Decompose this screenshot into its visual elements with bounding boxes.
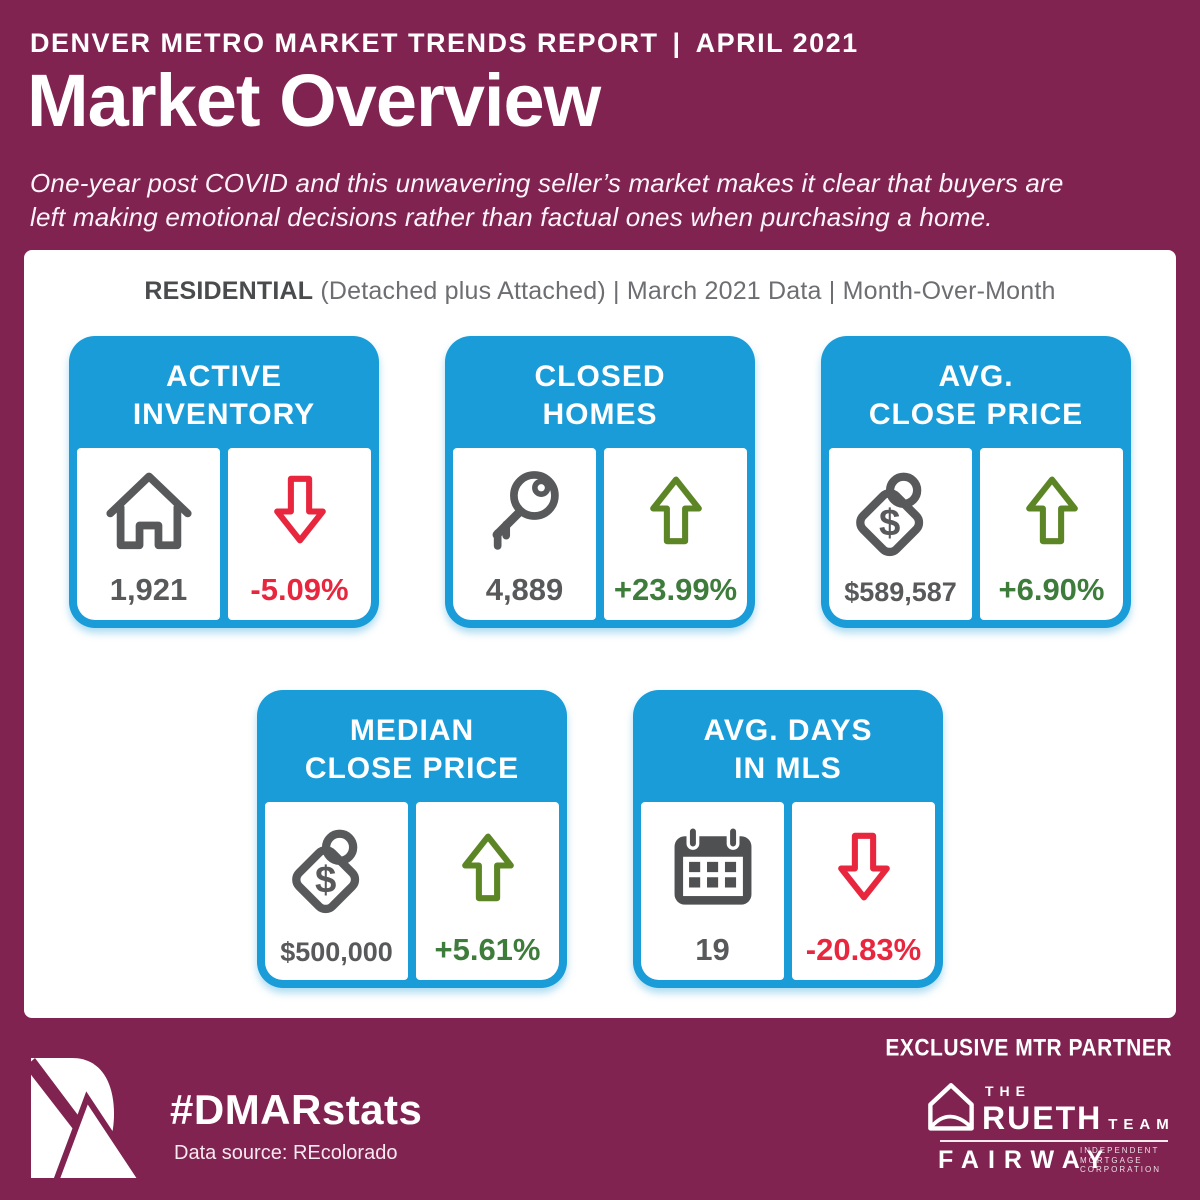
rueth-divider (940, 1140, 1168, 1142)
stat-card-closed-homes: CLOSED HOMES 4,889 +23.99% (445, 336, 755, 628)
stat-value-cell: 1,921 (77, 448, 220, 620)
report-header: DENVER METRO MARKET TRENDS REPORT | APRI… (30, 28, 859, 59)
report-issue: APRIL 2021 (695, 28, 859, 58)
stat-card-median-close-price: MEDIAN CLOSE PRICE $ $500,000 +5.61% (257, 690, 567, 988)
fairway-corporation-text: INDEPENDENT MORTGAGE CORPORATION (1080, 1146, 1161, 1174)
data-scope-line: RESIDENTIAL (Detached plus Attached) | M… (24, 277, 1176, 306)
header-divider: | (672, 28, 682, 58)
stat-value: 4,889 (485, 572, 564, 607)
stat-value: $500,000 (280, 937, 393, 967)
rueth-team-logo: THE RUETH TEAM (982, 1083, 1175, 1137)
card-title: CLOSED HOMES (534, 360, 666, 431)
page-subtitle: One-year post COVID and this unwavering … (30, 168, 1064, 232)
rueth-name: RUETH (982, 1100, 1103, 1136)
arrow-up-icon (1014, 448, 1090, 572)
fairway-logo: FAIRWAY (938, 1146, 1113, 1174)
card-title: ACTIVE INVENTORY (132, 360, 316, 431)
partner-label: EXCLUSIVE MTR PARTNER (885, 1035, 1172, 1062)
stat-change-cell: +5.61% (416, 802, 559, 980)
stat-value-cell: 4,889 (453, 448, 596, 620)
hashtag: #DMARstats (170, 1086, 423, 1133)
stat-value: $589,587 (844, 577, 957, 607)
page-title: Market Overview (27, 59, 601, 142)
arrow-down-icon (262, 448, 338, 572)
rueth-house-icon (926, 1080, 976, 1138)
card-title: AVG. CLOSE PRICE (868, 360, 1084, 431)
card-title: MEDIAN CLOSE PRICE (304, 714, 520, 785)
arrow-up-icon (638, 448, 714, 572)
stat-change-cell: +23.99% (604, 448, 747, 620)
stat-card-avg-close-price: AVG. CLOSE PRICE $ $589,587 +6.90% (821, 336, 1131, 628)
stat-change: -20.83% (805, 932, 922, 967)
stat-value-cell: $ $589,587 (829, 448, 972, 620)
stat-value-cell: $ $500,000 (265, 802, 408, 980)
stat-change: +6.90% (998, 572, 1105, 607)
stat-change: -5.09% (250, 572, 349, 607)
key-icon (478, 448, 572, 572)
arrow-up-icon (450, 802, 526, 932)
stat-change-cell: -5.09% (228, 448, 371, 620)
stat-value: 1,921 (109, 572, 188, 607)
stat-card-avg-days-in-mls: AVG. DAYS IN MLS 19 (633, 690, 943, 988)
stat-change: +5.61% (434, 932, 541, 967)
dollar-glyph: $ (878, 501, 899, 544)
report-title: DENVER METRO MARKET TRENDS REPORT (30, 28, 659, 58)
dmar-logo (25, 1056, 148, 1187)
house-icon (101, 448, 197, 572)
price-tag-icon: $ (853, 448, 949, 577)
card-title: AVG. DAYS IN MLS (703, 714, 873, 785)
arrow-down-icon (826, 802, 902, 932)
stat-value-cell: 19 (641, 802, 784, 980)
stat-change-cell: -20.83% (792, 802, 935, 980)
stat-value: 19 (695, 932, 730, 967)
rueth-team: TEAM (1108, 1116, 1175, 1133)
category-detail: (Detached plus Attached) | March 2021 Da… (313, 277, 1056, 305)
stat-change-cell: +6.90% (980, 448, 1123, 620)
stat-card-active-inventory: ACTIVE INVENTORY 1,921 -5.09% (69, 336, 379, 628)
data-source: Data source: REcolorado (174, 1142, 398, 1164)
price-tag-icon: $ (289, 802, 385, 937)
category-label: RESIDENTIAL (144, 277, 314, 305)
calendar-icon (666, 802, 760, 932)
rueth-the: THE (985, 1083, 1031, 1099)
dollar-glyph: $ (314, 858, 335, 901)
stat-change: +23.99% (613, 572, 738, 607)
